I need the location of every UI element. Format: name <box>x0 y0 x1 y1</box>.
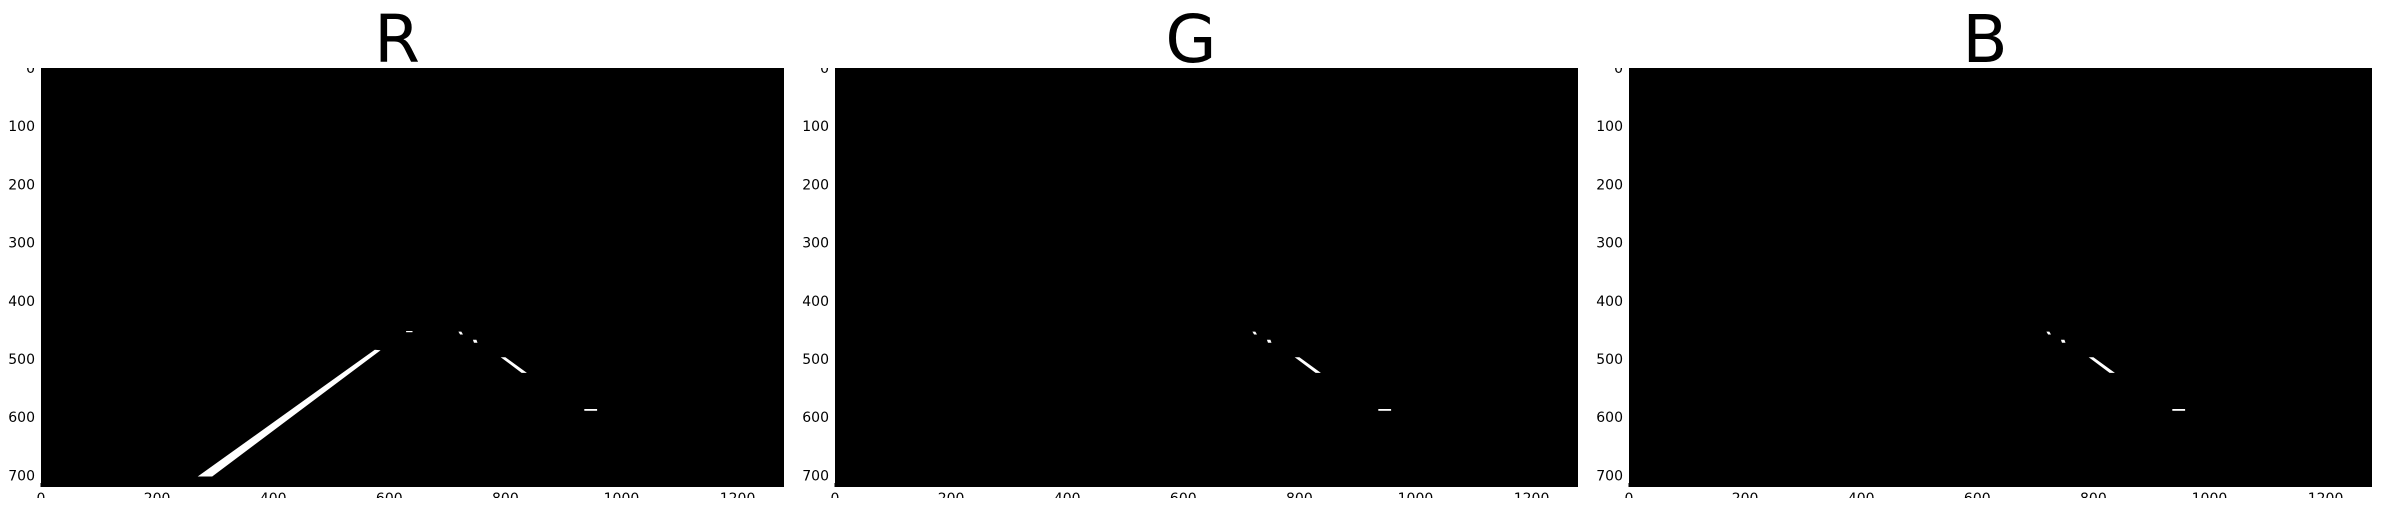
y-tick-label: 400 <box>802 294 829 310</box>
y-tick-label: 600 <box>802 410 829 426</box>
x-tick-label: 1000 <box>604 491 640 498</box>
x-tick-label: 800 <box>492 491 519 498</box>
x-tick-label: 400 <box>1054 491 1081 498</box>
y-tick-label: 100 <box>1596 119 1623 135</box>
lane-mark-3 <box>1378 409 1392 411</box>
lane-mark-0 <box>2046 331 2051 335</box>
lane-mark-2 <box>2088 357 2115 373</box>
x-tick-label: 0 <box>1625 491 1634 498</box>
y-tick-label: 200 <box>802 177 829 193</box>
channel-image-r: 0100200300400500600700020040060080010001… <box>8 68 784 498</box>
y-tick-label: 600 <box>8 410 35 426</box>
image-background <box>1629 68 2372 487</box>
panel-g: G 01002003004005006007000200400600800100… <box>794 0 1584 516</box>
y-tick-label: 700 <box>8 468 35 484</box>
y-tick-label: 500 <box>8 352 35 368</box>
lane-mark-0 <box>1252 331 1257 335</box>
y-tick-label: 0 <box>1614 68 1623 77</box>
x-tick-label: 600 <box>1964 491 1991 498</box>
x-tick-label: 1200 <box>720 491 756 498</box>
channel-image-g: 0100200300400500600700020040060080010001… <box>802 68 1578 498</box>
y-tick-label: 100 <box>802 119 829 135</box>
y-tick-label: 200 <box>1596 177 1623 193</box>
x-tick-label: 600 <box>1170 491 1197 498</box>
y-tick-label: 700 <box>802 468 829 484</box>
x-tick-label: 600 <box>376 491 403 498</box>
x-tick-label: 200 <box>938 491 965 498</box>
panel-r: R 01002003004005006007000200400600800100… <box>0 0 790 516</box>
y-tick-label: 300 <box>8 236 35 252</box>
lane-mark-0 <box>197 349 381 477</box>
panel-b: B 01002003004005006007000200400600800100… <box>1588 0 2378 516</box>
y-tick-label: 400 <box>8 294 35 310</box>
x-tick-label: 1000 <box>2192 491 2228 498</box>
y-tick-label: 0 <box>26 68 35 77</box>
lane-mark-1 <box>2060 339 2066 343</box>
y-tick-label: 500 <box>1596 352 1623 368</box>
y-tick-label: 300 <box>1596 236 1623 252</box>
y-tick-label: 300 <box>802 236 829 252</box>
image-background <box>41 68 784 487</box>
x-tick-label: 1200 <box>2308 491 2344 498</box>
panel-title-b: B <box>1962 1 2008 78</box>
lane-mark-1 <box>406 331 413 333</box>
x-tick-label: 800 <box>2080 491 2107 498</box>
y-tick-label: 400 <box>1596 294 1623 310</box>
lane-mark-3 <box>472 339 478 343</box>
image-background <box>835 68 1578 487</box>
lane-mark-4 <box>500 357 527 373</box>
y-tick-label: 600 <box>1596 410 1623 426</box>
panel-title-g: G <box>1165 1 1217 78</box>
lane-mark-2 <box>1294 357 1321 373</box>
lane-mark-2 <box>458 331 463 335</box>
x-tick-label: 800 <box>1286 491 1313 498</box>
channel-image-b: 0100200300400500600700020040060080010001… <box>1596 68 2372 498</box>
y-tick-label: 0 <box>820 68 829 77</box>
y-tick-label: 200 <box>8 177 35 193</box>
panel-title-r: R <box>374 1 420 78</box>
lane-mark-3 <box>2172 409 2186 411</box>
lane-mark-1 <box>1266 339 1272 343</box>
x-tick-label: 1000 <box>1398 491 1434 498</box>
x-tick-label: 400 <box>1848 491 1875 498</box>
x-tick-label: 200 <box>144 491 171 498</box>
lane-mark-5 <box>584 409 598 411</box>
x-tick-label: 0 <box>831 491 840 498</box>
x-tick-label: 0 <box>37 491 46 498</box>
x-tick-label: 400 <box>260 491 287 498</box>
y-tick-label: 500 <box>802 352 829 368</box>
x-tick-label: 1200 <box>1514 491 1550 498</box>
y-tick-label: 100 <box>8 119 35 135</box>
y-tick-label: 700 <box>1596 468 1623 484</box>
x-tick-label: 200 <box>1732 491 1759 498</box>
